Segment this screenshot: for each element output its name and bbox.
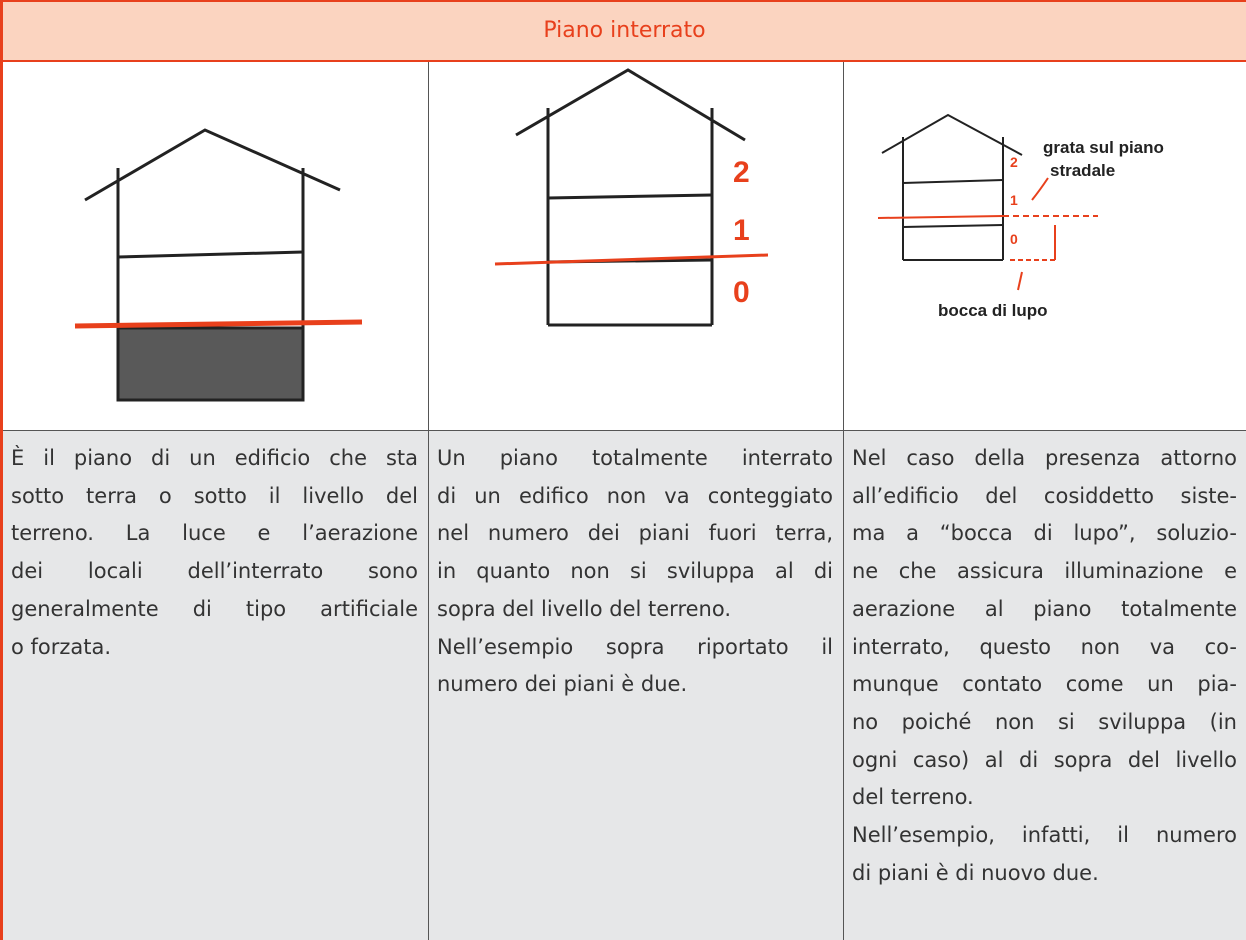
- text-line: dei locali dell’interrato sono: [11, 559, 418, 584]
- annotation: stradale: [1050, 161, 1115, 180]
- text-line: ma a “bocca di lupo”, soluzio-: [852, 521, 1237, 546]
- column-divider: [428, 62, 429, 940]
- floor-label: 1: [733, 214, 750, 247]
- border: [0, 0, 3, 940]
- row-divider: [0, 430, 1246, 431]
- diagram-floors: 2 1 0: [494, 68, 769, 327]
- text-line: interrato, questo non va co-: [852, 634, 1237, 659]
- text-line: Nell’esempio, infatti, il numero: [852, 823, 1237, 847]
- text-line: di un edifico non va conteggiato: [437, 483, 833, 508]
- diagram-bocca-di-lupo: 2 1 0 grata sul piano stradale bocca di …: [877, 113, 1164, 320]
- text-line: in quanto non si sviluppa al di: [437, 559, 833, 584]
- floor-label: 2: [733, 156, 750, 189]
- text-line: del terreno.: [852, 785, 974, 810]
- text-line: ne che assicura illuminazione e: [852, 559, 1237, 584]
- text-line: no poiché non si sviluppa (in: [852, 709, 1237, 734]
- text-row: [0, 430, 1246, 940]
- text-line: sopra del livello del terreno.: [437, 596, 731, 621]
- column-divider: [843, 62, 844, 940]
- annotation: bocca di lupo: [938, 301, 1048, 320]
- text-line: generalmente di tipo artificiale: [11, 596, 418, 621]
- text-line: numero dei piani è due.: [437, 672, 688, 697]
- text-line: Un piano totalmente interrato: [437, 446, 833, 470]
- text-line: terreno. La luce e l’aerazione: [11, 521, 418, 546]
- floor-label: 0: [733, 276, 750, 309]
- text-line: sotto terra o sotto il livello del: [11, 483, 418, 508]
- floor-label: 0: [1010, 231, 1018, 247]
- floor-label: 1: [1010, 192, 1018, 208]
- annotation: grata sul piano: [1043, 138, 1164, 157]
- table-header: Piano interrato: [0, 0, 1246, 62]
- text-line: ogni caso) al di sopra del livello: [852, 747, 1237, 772]
- text-line: Nel caso della presenza attorno: [852, 446, 1237, 470]
- text-line: nel numero dei piani fuori terra,: [437, 521, 833, 546]
- text-line: munque contato come un pia-: [852, 672, 1237, 697]
- text-line: aerazione al piano totalmente: [852, 596, 1237, 621]
- diagrams: 2 1 0 2 1 0 grata sul piano stradale boc…: [74, 68, 1164, 402]
- text-line: È il piano di un edificio che sta: [11, 446, 418, 470]
- text-line: Nell’esempio sopra riportato il: [437, 634, 833, 659]
- text-line: di piani è di nuovo due.: [852, 860, 1099, 885]
- text-line: all’edificio del cosiddetto siste-: [852, 483, 1237, 508]
- diagram-basement: [74, 128, 363, 402]
- floor-label: 2: [1010, 154, 1018, 170]
- text-line: o forzata.: [11, 634, 112, 659]
